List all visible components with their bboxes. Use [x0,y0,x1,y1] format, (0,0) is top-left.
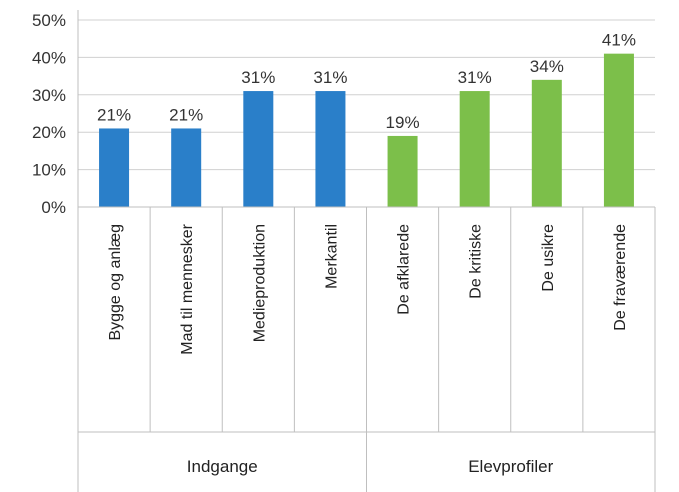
y-tick-label: 20% [32,123,66,142]
category-label: De fraværende [612,224,629,331]
category-label: De afklarede [396,224,413,315]
labels-layer: 21% Bygge og anlæg 21% Mad til mennesker 31%… [97,31,636,476]
axis-layer: 0% 10% 20% 30% 40% 50% [32,10,656,492]
category-label: Mad til mennesker [179,223,196,354]
group-label: Elevprofiler [468,457,553,476]
group-label: Indgange [187,457,258,476]
data-label: 34% [530,57,564,76]
y-tick-label: 30% [32,86,66,105]
data-label: 21% [97,105,131,124]
data-label: 31% [313,68,347,87]
category-label: De usikre [540,224,557,292]
y-tick-label: 40% [32,48,66,67]
category-label: Merkantil [323,224,340,289]
bar [387,135,418,207]
bars-layer [99,53,634,207]
bar [459,91,490,207]
category-label: Medieproduktion [251,224,268,342]
grid-layer [78,19,655,171]
bar [243,91,274,207]
data-label: 31% [241,68,275,87]
y-tick-label: 50% [32,11,66,30]
bar [603,53,634,207]
y-tick-label: 0% [41,198,66,217]
data-label: 21% [169,105,203,124]
bar [99,128,130,207]
data-label: 31% [458,68,492,87]
data-label: 19% [386,113,420,132]
bar [171,128,202,207]
category-label: De kritiske [468,224,485,299]
data-label: 41% [602,31,636,50]
category-label: Bygge og anlæg [107,224,124,341]
y-tick-label: 10% [32,161,66,180]
bar [315,91,346,207]
bar [531,79,562,207]
